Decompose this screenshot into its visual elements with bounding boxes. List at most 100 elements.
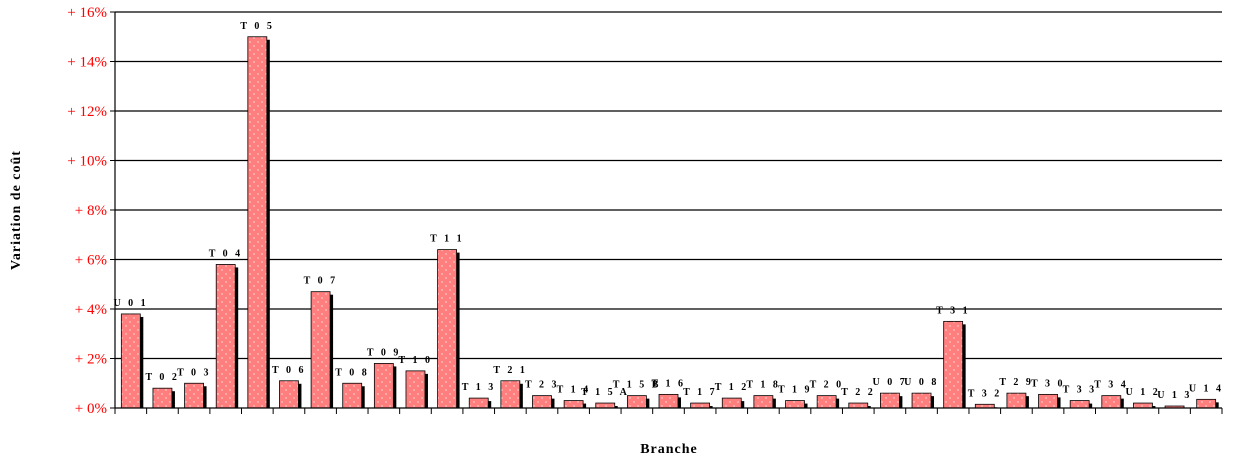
bar-T16: [658, 393, 681, 409]
bar-label: T 3 0: [1031, 378, 1065, 389]
bar: [1006, 392, 1027, 409]
bar-label: T 0 3: [177, 367, 211, 378]
bar: [247, 36, 268, 409]
bar: [310, 291, 331, 409]
bar-label: U 0 1: [113, 298, 148, 309]
bar-T08: [342, 382, 365, 409]
bar-label: T 2 9: [999, 377, 1033, 388]
bar-label: T 1 1: [430, 234, 464, 245]
bar-T21: [500, 380, 523, 409]
bar-label: U 1 2: [1126, 387, 1161, 398]
bar-label: T 1 4: [557, 385, 591, 396]
bar-label: T 1 6: [652, 378, 686, 389]
bar: [785, 400, 805, 409]
bar-label: T 0 9: [367, 347, 401, 358]
bar: [532, 395, 552, 409]
bar: [816, 395, 837, 409]
bar-label: T 0 7: [304, 276, 338, 287]
y-tick-label: + 12%: [67, 104, 107, 120]
bar-T20: [816, 395, 840, 409]
bar: [152, 387, 173, 409]
axes: [114, 12, 1223, 414]
bar-T30: [1038, 393, 1061, 409]
bar: [342, 382, 363, 409]
bar-label: T 1 5 B: [613, 380, 661, 391]
y-tick-label: + 0%: [75, 401, 107, 417]
bar-label: T 1 0: [398, 355, 432, 366]
bar-T07: [310, 291, 334, 409]
bar-T23: [532, 395, 555, 409]
bar-T22: [848, 402, 871, 409]
y-axis-ticks: + 0% + 2% + 4% + 6% + 8% + 10% + 12% + 14% + 16%: [67, 5, 115, 417]
bar-T12: [721, 397, 745, 409]
bar-label: T 0 2: [145, 372, 179, 383]
bar-label: T 0 8: [335, 367, 369, 378]
bar-label: T 0 6: [272, 365, 306, 376]
bar: [437, 249, 457, 409]
bar-T05: [247, 36, 270, 409]
bar: [468, 397, 489, 409]
bar-T29: [1006, 392, 1029, 409]
bar-label: U 1 4: [1189, 383, 1224, 394]
bar-label: T 3 3: [1063, 385, 1097, 396]
bar-T34: [1101, 395, 1124, 409]
bar-label: T 2 1: [493, 365, 527, 376]
bar-T09: [373, 363, 397, 409]
bar-label: T 2 0: [810, 380, 844, 391]
bar: [563, 400, 584, 409]
bar-T10: [405, 370, 428, 409]
bar: [373, 363, 394, 409]
bar-T03: [184, 382, 207, 409]
bar-label: T 1 3: [462, 382, 496, 393]
bar-label: T 1 5 A: [581, 387, 629, 398]
bar: [1069, 400, 1090, 409]
bar-label: T 1 8: [746, 380, 780, 391]
bar-U12: [1133, 402, 1156, 409]
bar: [279, 380, 299, 409]
bar: [1196, 398, 1217, 409]
bar-label: T 1 2: [715, 382, 749, 393]
bar-U08: [911, 392, 935, 409]
bar: [753, 395, 774, 409]
bar-T18: [753, 395, 776, 409]
bar-T02: [152, 387, 175, 409]
bar: [1038, 393, 1058, 409]
bar-U01: [120, 313, 144, 409]
bar-label: T 3 2: [968, 388, 1002, 399]
bar-label: U 0 7: [873, 377, 908, 388]
bar-T04: [215, 264, 239, 409]
bar: [911, 392, 932, 409]
y-axis-title: Variation de coût: [9, 150, 24, 270]
bar-label: T 2 3: [525, 380, 559, 391]
bar-T19: [785, 400, 808, 409]
bar-T17: [690, 402, 713, 409]
bar-U14: [1196, 398, 1219, 409]
bar-label: T 0 4: [209, 248, 243, 259]
x-axis-title: Branche: [640, 442, 698, 457]
bar-labels: U 0 1 T 0 2T 0 3 T 0 4 T 0 5 T 0 6 T 0 7 T 0 8…: [113, 21, 1224, 401]
bar: [690, 402, 711, 409]
bar-T06: [279, 380, 302, 409]
bar-T11: [437, 249, 460, 409]
bar: [120, 313, 141, 409]
bar-label: T 3 4: [1094, 380, 1128, 391]
y-tick-label: + 8%: [75, 203, 107, 219]
bar-T15B: [626, 395, 650, 409]
bar: [595, 402, 616, 409]
bar: [1101, 395, 1122, 409]
y-tick-label: + 2%: [75, 352, 107, 368]
bar: [943, 320, 964, 409]
bar-label: T 3 1: [936, 305, 970, 316]
bar-U07: [880, 392, 903, 409]
bar: [184, 382, 204, 409]
bar-label: U 0 8: [904, 377, 939, 388]
bar: [215, 264, 236, 409]
bar-T33: [1069, 400, 1093, 409]
bar: [405, 370, 426, 409]
bar: [1133, 402, 1153, 409]
bars: [120, 36, 1219, 409]
gridlines: [115, 11, 1222, 360]
bar-T31: [943, 320, 966, 409]
y-tick-label: + 4%: [75, 302, 107, 318]
